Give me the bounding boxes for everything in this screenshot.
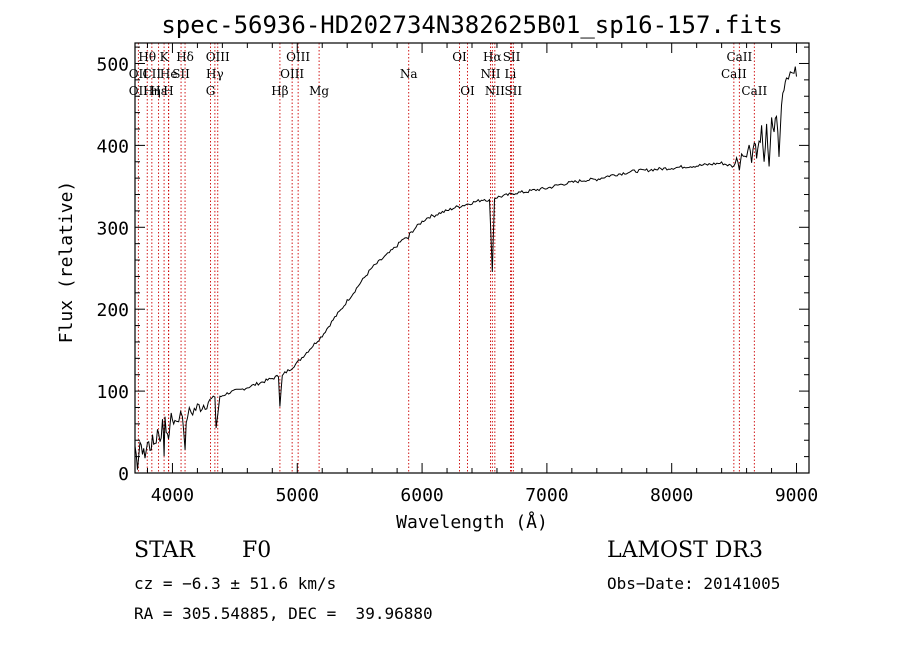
x-tick-label: 5000 — [276, 485, 319, 506]
line-marker-label: CaII — [741, 84, 767, 98]
y-axis: 0 100 200 300 400 500 — [96, 46, 809, 485]
x-axis: 4000 5000 6000 7000 8000 9000 — [146, 43, 818, 506]
y-tick-label: 200 — [96, 300, 129, 321]
line-marker-label: He — [160, 67, 178, 81]
y-tick-label: 400 — [96, 136, 129, 157]
line-marker-label: OII — [129, 84, 149, 98]
y-tick-label: 0 — [118, 464, 129, 485]
y-tick-label: 100 — [96, 382, 129, 403]
x-tick-label: 6000 — [400, 485, 443, 506]
line-marker-label: Hε — [150, 84, 167, 98]
object-subclass: F0 — [242, 538, 272, 563]
x-tick-label: 8000 — [650, 485, 693, 506]
line-marker-label: Hβ — [271, 84, 288, 98]
line-marker-label: SII — [504, 84, 522, 98]
line-marker-label: Li — [505, 67, 517, 81]
line-marker-label: OII — [129, 67, 149, 81]
line-marker-label: Hα — [483, 50, 502, 64]
y-tick-label: 500 — [96, 54, 129, 75]
line-marker-label: OI — [460, 84, 475, 98]
line-marker-label: OIII — [286, 50, 310, 64]
line-marker-label: NII — [480, 67, 500, 81]
line-marker-label: G — [206, 84, 216, 98]
line-marker-label: CaII — [721, 67, 747, 81]
line-marker-lines — [137, 43, 755, 473]
x-tick-label: 7000 — [525, 485, 568, 506]
line-marker-label: SII — [172, 67, 190, 81]
line-marker-label: Hδ — [176, 50, 194, 64]
line-marker-label: Mg — [309, 84, 329, 98]
line-marker-label: Hθ — [138, 50, 156, 64]
line-marker-label: NII — [485, 84, 505, 98]
line-marker-label: CaII — [726, 50, 752, 64]
survey-name: LAMOST DR3 — [607, 538, 763, 563]
spectrum-series-line — [134, 66, 797, 470]
plot-frame — [134, 42, 810, 474]
line-marker-label: OIII — [280, 67, 304, 81]
observation-date: Obs−Date: 20141005 — [607, 574, 781, 593]
line-marker-label: H — [163, 84, 173, 98]
line-marker-label: Hη — [143, 84, 161, 98]
line-marker-label: OI — [452, 50, 467, 64]
line-marker-label: OIII — [206, 50, 230, 64]
line-marker-label: CII — [143, 67, 162, 81]
y-tick-label: 300 — [96, 218, 129, 239]
ra-dec-coordinates: RA = 305.54885, DEC = 39.96880 — [134, 604, 433, 623]
chart-title: spec-56936-HD202734N382625B01_sp16-157.f… — [161, 11, 782, 39]
x-axis-label: Wavelength (Å) — [396, 511, 548, 533]
line-marker-label: Na — [400, 67, 418, 81]
x-tick-label: 4000 — [151, 485, 194, 506]
x-tick-label: 9000 — [775, 485, 818, 506]
y-axis-label: Flux (relative) — [56, 181, 77, 344]
redshift-cz: cz = −6.3 ± 51.6 km/s — [134, 574, 337, 593]
line-marker-label: Hγ — [206, 67, 224, 81]
line-marker-label: SII — [503, 50, 521, 64]
object-class: STAR — [134, 538, 195, 563]
line-marker-label: K — [160, 50, 170, 64]
